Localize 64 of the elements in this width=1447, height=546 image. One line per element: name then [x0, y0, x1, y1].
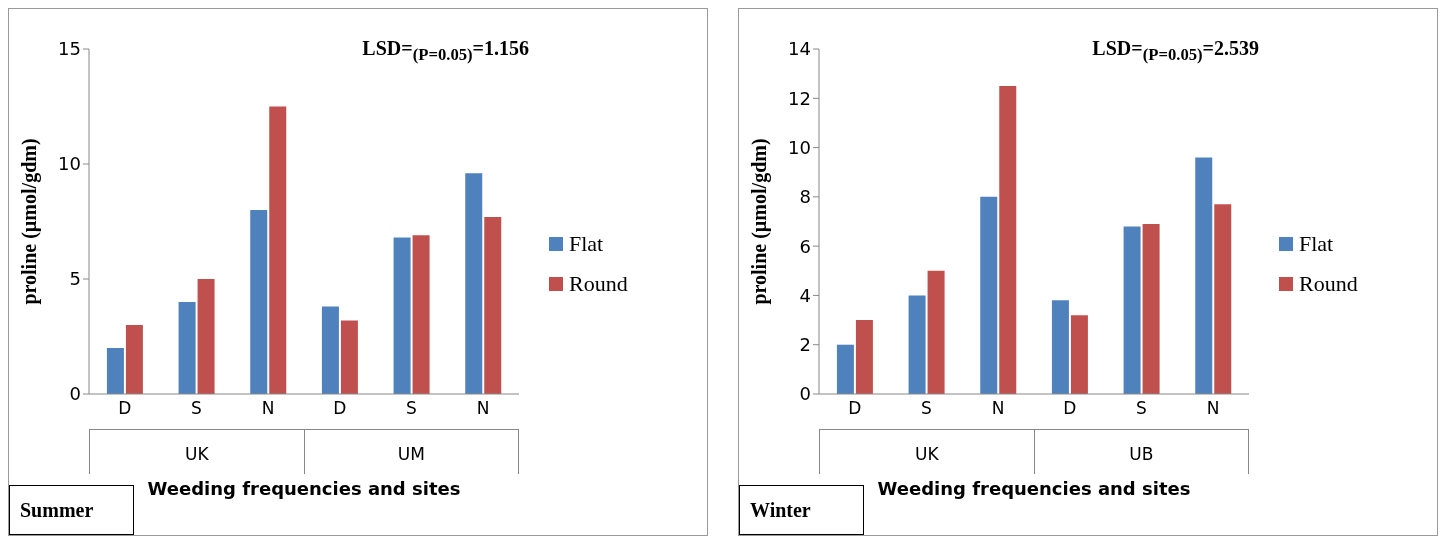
bar: [125, 325, 143, 394]
x-tick-label: S: [1136, 398, 1147, 419]
text: Summer: [9, 485, 134, 535]
x-tick-label: S: [191, 398, 202, 419]
bar: [908, 295, 926, 394]
bar: [393, 237, 411, 394]
y-tick-label: 15: [58, 38, 81, 60]
x-axis-title: Weeding frequencies and sites: [876, 478, 1192, 499]
text: Winter: [739, 485, 864, 535]
bar: [321, 306, 339, 394]
annotation: LSD=$_{(P=0.05)}$=2.539: [1092, 37, 1259, 65]
y-axis-title: proline (µmol/gdm): [748, 138, 772, 305]
bar: [927, 270, 945, 394]
bar: [269, 106, 287, 394]
y-tick-label: 10: [788, 136, 811, 158]
y-tick-label: 2: [799, 334, 811, 356]
y-tick-label: 0: [69, 383, 81, 405]
x-tick-label: N: [991, 398, 1005, 419]
bar: [1123, 226, 1141, 394]
legend-label: Round: [1299, 271, 1358, 297]
bar: [836, 344, 854, 394]
y-tick-label: 12: [788, 87, 811, 109]
x-tick-label: D: [1063, 398, 1077, 419]
bar: [1142, 223, 1160, 394]
x-axis-title: Weeding frequencies and sites: [146, 478, 462, 499]
text: UK: [819, 430, 1034, 474]
legend-label: Flat: [1299, 231, 1334, 257]
bar: [999, 85, 1017, 394]
bar: [340, 320, 358, 394]
text: UK: [89, 430, 304, 474]
text: UB: [1033, 430, 1249, 474]
y-tick-label: 4: [799, 284, 811, 306]
y-tick-label: 6: [799, 235, 811, 257]
x-tick-label: D: [848, 398, 862, 419]
bar: [855, 320, 873, 394]
y-tick-label: 14: [788, 38, 811, 60]
x-tick-label: N: [476, 398, 490, 419]
annotation: LSD=$_{(P=0.05)}$=1.156: [362, 37, 529, 65]
bar: [412, 235, 430, 394]
x-tick-label: N: [261, 398, 275, 419]
bar: [1051, 300, 1069, 394]
y-axis-title: proline (µmol/gdm): [18, 138, 42, 305]
bar: [1195, 157, 1213, 394]
y-tick-label: 10: [58, 153, 81, 175]
x-tick-label: D: [118, 398, 132, 419]
legend-label: Flat: [569, 231, 604, 257]
legend-label: Round: [569, 271, 628, 297]
bar: [1070, 315, 1088, 394]
bar: [1214, 204, 1232, 394]
bar: [465, 173, 483, 394]
bar: [980, 196, 998, 394]
bar: [250, 210, 268, 394]
x-tick-label: S: [406, 398, 417, 419]
x-tick-label: N: [1206, 398, 1220, 419]
y-tick-label: 8: [799, 186, 811, 208]
text: UM: [303, 430, 519, 474]
y-tick-label: 0: [799, 383, 811, 405]
bar: [484, 216, 502, 394]
bar: [197, 279, 215, 394]
y-tick-label: 5: [69, 268, 81, 290]
x-tick-label: D: [333, 398, 347, 419]
x-tick-label: S: [921, 398, 932, 419]
bar: [106, 348, 124, 394]
bar: [178, 302, 196, 394]
